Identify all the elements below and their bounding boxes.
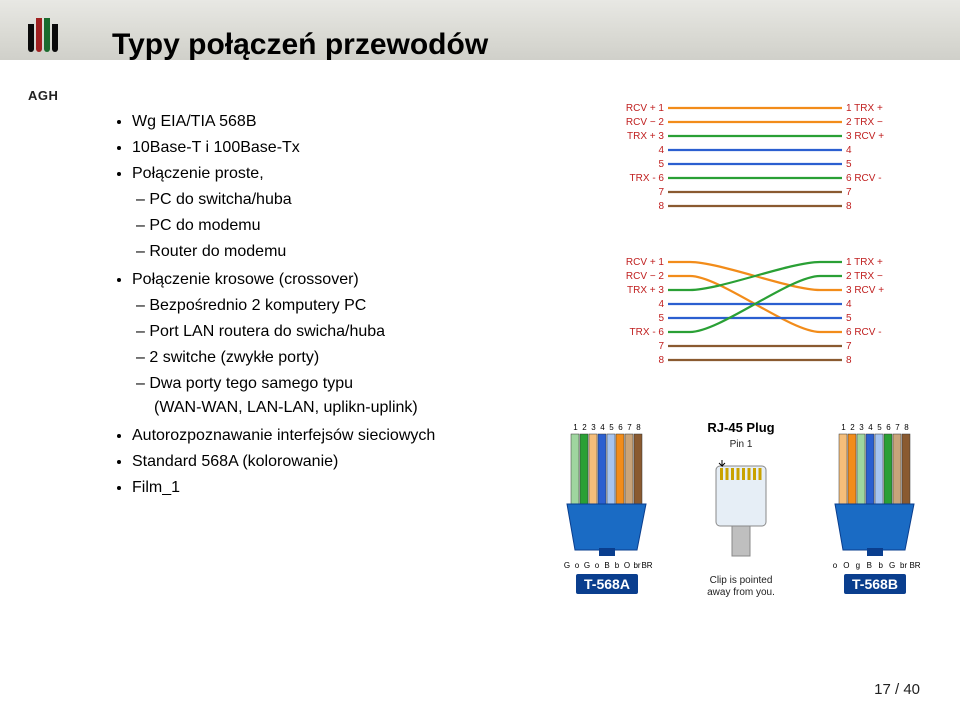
rj45-clip-note: Clip is pointed away from you. [676, 575, 806, 599]
svg-text:4: 4 [846, 299, 852, 310]
rj45-label-a: T-568A [576, 574, 638, 594]
rj45-plug-b: 12345678 oOgBbGbrBR T-568B [820, 420, 930, 594]
bullet-d4: Dwa porty tego samego typu (WAN-WAN, LAN… [154, 372, 435, 420]
svg-text:TRX - 6: TRX - 6 [630, 173, 665, 184]
svg-text:br: br [900, 561, 907, 570]
svg-text:G: G [584, 561, 590, 570]
wire-diagram-straight: RCV + 1 1 TRX + RCV − 2 2 TRX − TRX + 3 3 RCV… [610, 96, 900, 236]
rj45-plug-a: 12345678GoGoBbObrBR T-568A [552, 420, 662, 594]
svg-text:b: b [878, 561, 883, 570]
svg-text:7: 7 [627, 423, 632, 432]
svg-text:6: 6 [618, 423, 623, 432]
svg-text:2: 2 [582, 423, 587, 432]
svg-text:7: 7 [658, 341, 664, 352]
bullet-d2: Port LAN routera do swicha/huba [154, 320, 435, 344]
svg-text:3 RCV +: 3 RCV + [846, 285, 884, 296]
svg-text:G: G [564, 561, 570, 570]
svg-text:5: 5 [609, 423, 614, 432]
svg-text:1: 1 [841, 423, 846, 432]
svg-text:TRX + 3: TRX + 3 [627, 285, 664, 296]
rj45-label-b: T-568B [844, 574, 906, 594]
bullet-c2: PC do modemu [154, 214, 435, 238]
svg-text:8: 8 [658, 201, 664, 212]
svg-text:6 RCV -: 6 RCV - [846, 327, 882, 338]
svg-text:o: o [575, 561, 580, 570]
bullet-e: Autorozpoznawanie interfejsów sieciowych [132, 424, 435, 448]
svg-text:3: 3 [859, 423, 864, 432]
svg-text:BR: BR [641, 561, 652, 570]
logo-text: AGH [28, 88, 58, 103]
bullet-f: Standard 568A (kolorowanie) [132, 450, 435, 474]
svg-text:8: 8 [846, 201, 852, 212]
svg-text:1: 1 [573, 423, 578, 432]
bullet-d1: Bezpośrednio 2 komputery PC [154, 294, 435, 318]
svg-text:7: 7 [846, 187, 852, 198]
bullet-a: Wg EIA/TIA 568B [132, 110, 435, 134]
rj45-mid-title: RJ-45 Plug [676, 420, 806, 435]
svg-text:2: 2 [850, 423, 855, 432]
svg-text:BR: BR [909, 561, 920, 570]
svg-text:8: 8 [904, 423, 909, 432]
svg-text:1 TRX +: 1 TRX + [846, 257, 883, 268]
bullet-d3: 2 switche (zwykłe porty) [154, 346, 435, 370]
svg-text:RCV − 2: RCV − 2 [626, 271, 665, 282]
svg-text:br: br [633, 561, 640, 570]
rj45-mid: RJ-45 Plug Pin 1 Clip is pointed away fr… [676, 420, 806, 599]
content-list: Wg EIA/TIA 568B 10Base-T i 100Base-Tx Po… [112, 110, 435, 502]
svg-text:RCV + 1: RCV + 1 [626, 257, 665, 268]
svg-text:7: 7 [895, 423, 900, 432]
svg-text:4: 4 [868, 423, 873, 432]
svg-text:3 RCV +: 3 RCV + [846, 131, 884, 142]
bullet-g: Film_1 [132, 476, 435, 500]
svg-text:o: o [595, 561, 600, 570]
svg-text:O: O [843, 561, 849, 570]
rj45-mid-pin1: Pin 1 [676, 439, 806, 450]
bullet-c3: Router do modemu [154, 240, 435, 264]
svg-text:2 TRX −: 2 TRX − [846, 117, 883, 128]
svg-text:RCV − 2: RCV − 2 [626, 117, 665, 128]
svg-text:TRX - 6: TRX - 6 [630, 327, 665, 338]
svg-text:3: 3 [591, 423, 596, 432]
svg-text:b: b [615, 561, 620, 570]
page-title: Typy połączeń przewodów [112, 28, 488, 62]
svg-text:5: 5 [846, 159, 852, 170]
svg-text:4: 4 [600, 423, 605, 432]
rj45-row: 12345678GoGoBbObrBR T-568A RJ-45 Plug Pi… [552, 420, 930, 599]
svg-text:o: o [833, 561, 838, 570]
svg-text:8: 8 [658, 355, 664, 366]
bullet-d: Połączenie krosowe (crossover) Bezpośred… [132, 268, 435, 420]
svg-text:g: g [856, 561, 860, 570]
svg-text:4: 4 [846, 145, 852, 156]
svg-text:5: 5 [658, 313, 664, 324]
svg-text:1 TRX +: 1 TRX + [846, 103, 883, 114]
svg-text:RCV + 1: RCV + 1 [626, 103, 665, 114]
svg-text:8: 8 [636, 423, 641, 432]
svg-text:6: 6 [886, 423, 891, 432]
svg-text:O: O [624, 561, 630, 570]
svg-text:5: 5 [877, 423, 882, 432]
svg-text:4: 4 [658, 299, 664, 310]
svg-text:B: B [867, 561, 872, 570]
svg-text:4: 4 [658, 145, 664, 156]
bullet-c1: PC do switcha/huba [154, 188, 435, 212]
svg-text:G: G [889, 561, 895, 570]
page-number: 17 / 40 [874, 681, 920, 698]
svg-text:2 TRX −: 2 TRX − [846, 271, 883, 282]
wire-diagram-crossover: RCV + 1 1 TRX + RCV − 2 2 TRX − TRX + 3 3 RCV… [610, 250, 900, 390]
bullet-c: Połączenie proste, PC do switcha/huba PC… [132, 162, 435, 264]
svg-text:5: 5 [658, 159, 664, 170]
bullet-b: 10Base-T i 100Base-Tx [132, 136, 435, 160]
svg-text:6 RCV -: 6 RCV - [846, 173, 882, 184]
svg-text:7: 7 [846, 341, 852, 352]
svg-text:TRX + 3: TRX + 3 [627, 131, 664, 142]
svg-text:B: B [604, 561, 609, 570]
logo: AGH [28, 18, 58, 103]
svg-text:7: 7 [658, 187, 664, 198]
svg-text:5: 5 [846, 313, 852, 324]
svg-text:8: 8 [846, 355, 852, 366]
